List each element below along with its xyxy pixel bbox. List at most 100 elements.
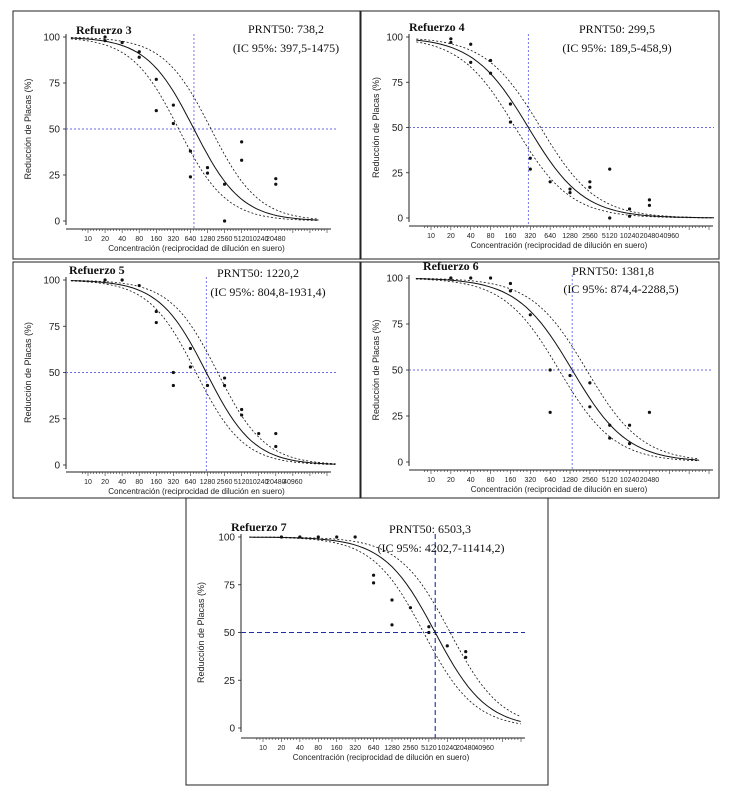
data-point [240,413,244,417]
data-point [171,121,175,126]
data-point [103,39,107,43]
data-point [627,423,632,427]
x-axis-label: Concentración (reciprocidad de dilución … [108,487,285,496]
x-tick-label: 640 [368,745,380,752]
x-tick-label: 10240 [620,477,640,484]
data-point [188,346,193,351]
y-tick-label: 50 [49,368,61,379]
x-tick-label: 10240 [249,479,269,486]
y-tick-label: 100 [43,276,60,287]
data-point [205,383,210,388]
data-point [627,214,632,218]
data-point [274,177,278,181]
panel-frame [360,10,720,260]
data-point [171,103,175,107]
chart-title: Refuerzo 4 [409,20,465,34]
x-tick-label: 40 [118,236,126,243]
x-tick-label: 80 [135,236,143,243]
data-point [528,313,532,317]
x-tick-label: 80 [314,745,322,752]
ci-annotation: (IC 95%: 4202,7-11414,2) [378,541,505,555]
data-point [488,71,493,75]
x-axis-label: Concentración (reciprocidad de dilución … [108,244,285,253]
y-tick-label: 25 [49,414,61,425]
y-axis-label: Reducción de Placas (%) [23,78,33,179]
x-tick-label: 40 [118,479,126,486]
x-tick-label: 2560 [217,236,233,243]
data-point [154,109,158,113]
data-point [445,644,449,648]
y-tick-label: 100 [43,33,60,44]
data-point [257,431,261,436]
y-tick-label: 75 [49,322,61,333]
data-point [548,410,552,414]
data-point [120,40,124,45]
x-tick-label: 40960 [660,233,680,240]
x-tick-label: 160 [331,745,343,752]
x-tick-label: 10240 [620,233,640,240]
data-point [508,120,513,124]
fit-curve [70,280,336,465]
x-tick-label: 20 [101,479,109,486]
panel-frame [12,10,361,260]
x-tick-label: 20 [447,233,455,240]
data-point [568,187,572,191]
ci-annotation: (IC 95%: 804,8-1931,4) [210,285,325,299]
y-tick-label: 0 [229,724,235,735]
x-tick-label: 640 [185,236,197,243]
data-point [568,191,572,195]
data-point [188,175,193,179]
data-point [469,60,473,64]
x-tick-label: 160 [505,477,517,484]
x-tick-label: 10 [84,236,92,243]
prnt50-annotation: PRNT50: 6503,3 [389,522,471,536]
ci-lower-curve [249,536,521,725]
y-tick-label: 100 [218,533,235,544]
data-point [469,42,473,46]
data-point [608,167,612,171]
x-tick-label: 320 [524,233,536,240]
x-tick-label: 10 [427,477,435,484]
y-tick-label: 50 [392,366,404,377]
data-point [608,216,612,220]
x-tick-label: 640 [185,479,197,486]
x-tick-label: 320 [168,236,180,243]
fit-curve [70,37,319,221]
data-point [427,625,431,629]
data-point [627,442,632,446]
data-point [508,102,513,106]
prnt50-annotation: PRNT50: 738,2 [248,22,324,36]
x-axis-label: Concentración (reciprocidad de dilución … [471,485,648,494]
x-tick-label: 1280 [200,236,216,243]
x-tick-label: 10 [259,745,267,752]
data-point [588,180,592,184]
data-point [588,185,592,189]
x-tick-label: 160 [150,236,162,243]
data-point [316,535,320,539]
data-point [627,207,632,211]
y-tick-label: 0 [54,461,60,472]
x-tick-label: 20480 [456,745,476,752]
fit-curve [415,278,700,461]
x-tick-label: 5120 [234,236,250,243]
y-axis-label: Reducción de Placas (%) [23,322,33,423]
x-tick-label: 320 [524,477,536,484]
data-point [222,376,227,380]
data-point [488,276,493,280]
data-point [137,283,141,288]
data-point [548,368,552,372]
data-point [274,182,278,186]
y-axis-label: Reducción de Placas (%) [371,77,381,178]
data-point [469,276,473,280]
x-tick-label: 640 [544,477,556,484]
data-point [647,410,652,414]
data-point [608,436,612,440]
data-point [274,431,278,436]
data-point [240,407,244,412]
x-tick-label: 2560 [582,477,598,484]
ci-upper-curve [70,280,336,465]
data-point [171,383,175,388]
x-tick-label: 5120 [234,479,250,486]
x-tick-label: 40 [296,745,304,752]
